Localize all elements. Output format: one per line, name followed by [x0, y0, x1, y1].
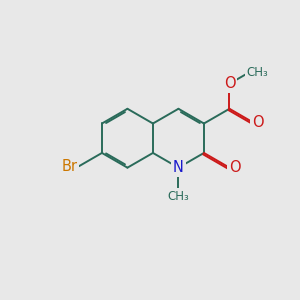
Text: O: O [224, 76, 235, 91]
Text: O: O [229, 160, 241, 175]
Text: Br: Br [61, 159, 78, 174]
Text: N: N [173, 160, 184, 175]
Text: O: O [252, 115, 263, 130]
Text: CH₃: CH₃ [247, 66, 268, 79]
Text: CH₃: CH₃ [168, 190, 189, 203]
